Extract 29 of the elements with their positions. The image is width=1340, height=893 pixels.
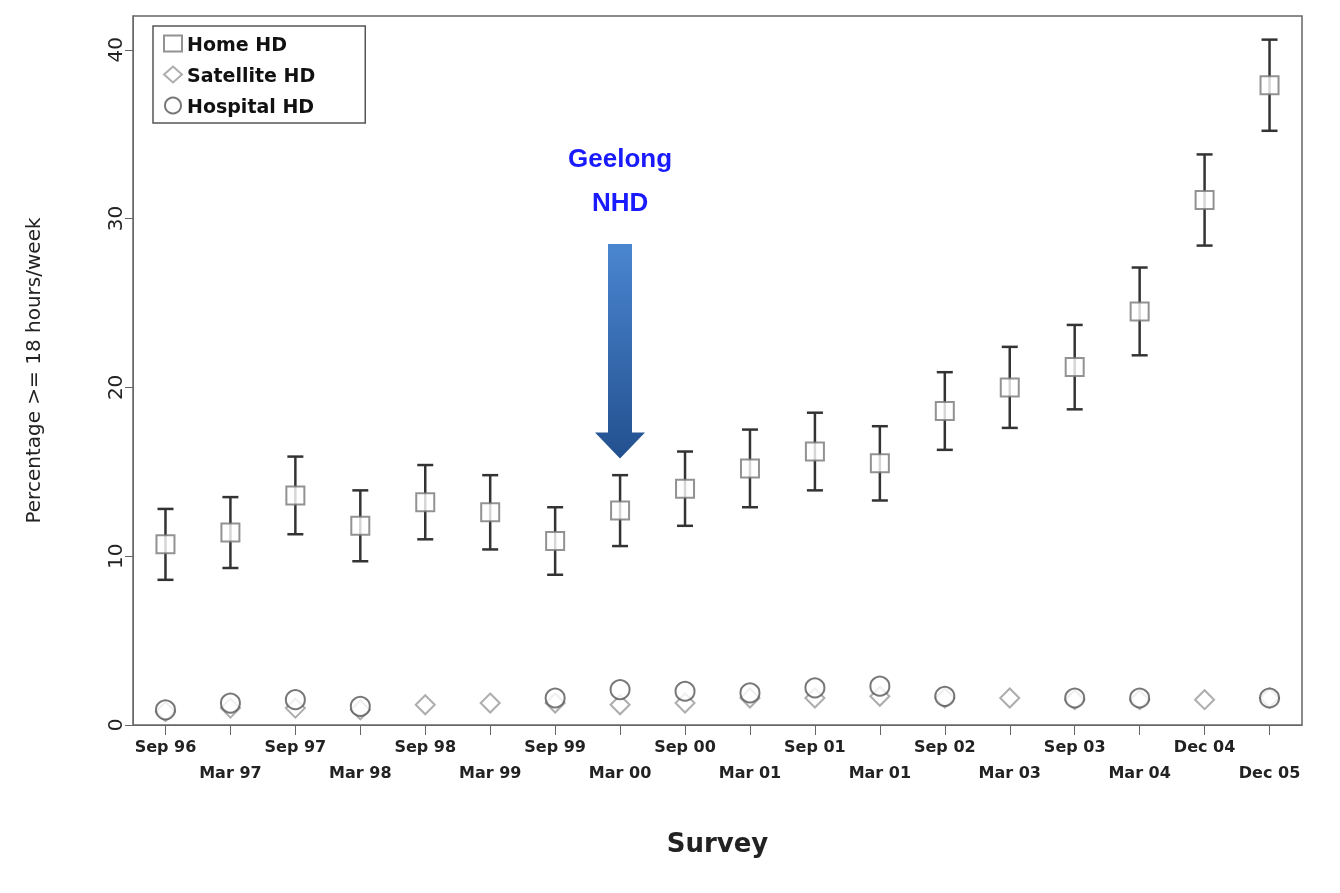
x-tick-label: Sep 00 <box>654 736 716 756</box>
y-tick-label: 0 <box>103 718 127 732</box>
x-tick-label: Sep 01 <box>784 736 846 756</box>
x-tick-label: Mar 03 <box>978 762 1041 782</box>
x-tick-label: Mar 97 <box>199 762 262 782</box>
legend-label: Satellite HD <box>187 63 316 86</box>
x-tick-label: Mar 99 <box>458 762 522 782</box>
annotation: Geelong NHD <box>568 142 673 217</box>
x-tick-label: Dec 04 <box>1173 736 1236 756</box>
y-tick-label: 40 <box>103 37 127 63</box>
x-tick-label: Mar 04 <box>1108 762 1171 782</box>
y-axis-title: Percentage >= 18 hours/week <box>21 217 45 524</box>
x-tick-label: Dec 05 <box>1238 762 1301 782</box>
y-tick-label: 10 <box>103 543 127 569</box>
x-tick-label: Sep 97 <box>264 736 327 756</box>
y-tick-label: 20 <box>103 374 127 401</box>
x-tick-label: Mar 98 <box>329 762 392 782</box>
x-tick-label: Sep 98 <box>394 736 457 756</box>
x-tick-label: Mar 00 <box>588 762 652 782</box>
legend-label: Home HD <box>187 32 287 55</box>
x-tick-label: Sep 03 <box>1043 736 1106 756</box>
x-tick-label: Mar 01 <box>848 762 912 782</box>
x-tick-label: Sep 99 <box>524 736 586 756</box>
y-tick-label: 30 <box>103 205 127 232</box>
x-tick-label: Sep 02 <box>913 736 976 756</box>
x-tick-label: Mar 01 <box>718 762 782 782</box>
x-tick-label: Sep 96 <box>134 736 197 756</box>
x-axis-title: Survey <box>666 828 769 858</box>
legend-label: Hospital HD <box>187 94 315 117</box>
